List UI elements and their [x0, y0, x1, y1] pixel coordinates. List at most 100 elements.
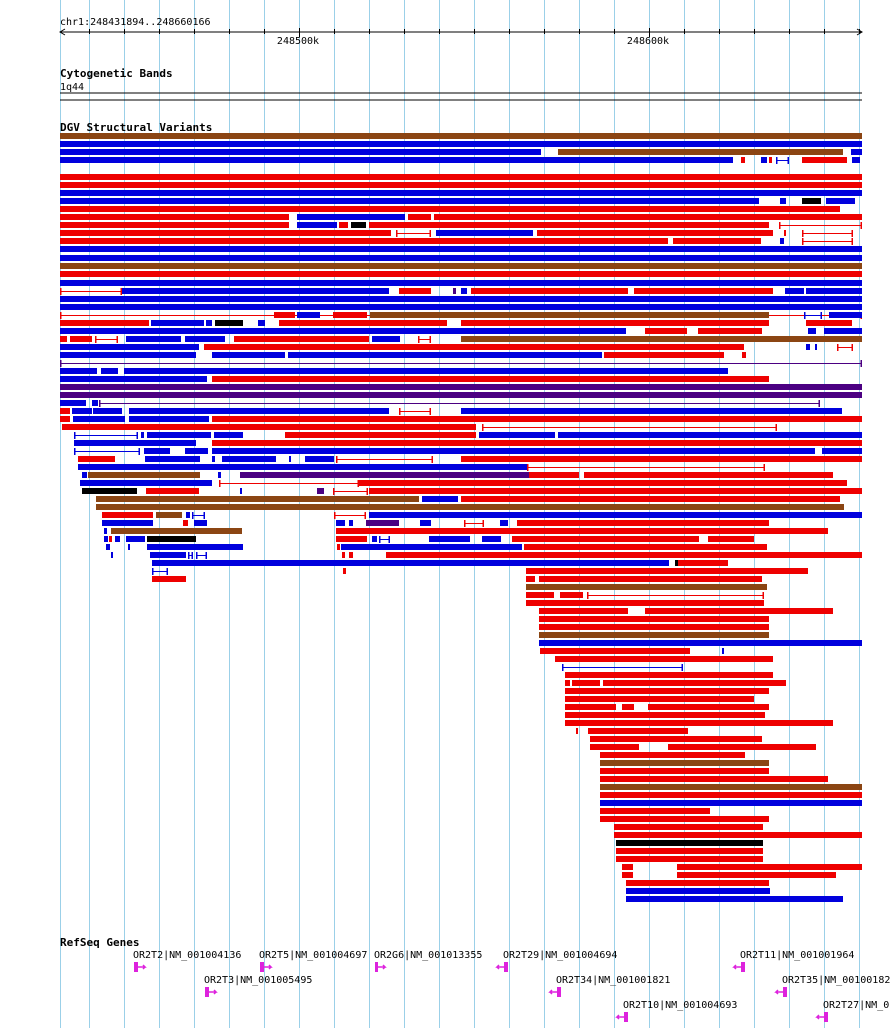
structural-variant[interactable]: [590, 744, 639, 750]
structural-variant[interactable]: [80, 480, 212, 486]
gene-or2t34[interactable]: OR2T34|NM_001001821: [548, 975, 670, 997]
structural-variant[interactable]: [558, 432, 862, 438]
variant-end-cap[interactable]: [203, 512, 206, 519]
structural-variant[interactable]: [600, 800, 862, 806]
structural-variant[interactable]: [115, 536, 120, 542]
structural-variant[interactable]: [815, 344, 817, 350]
structural-variant[interactable]: [60, 376, 207, 382]
structural-variant[interactable]: [471, 288, 628, 294]
structural-variant[interactable]: [289, 456, 291, 462]
structural-variant[interactable]: [60, 328, 626, 334]
structural-variant[interactable]: [461, 288, 467, 294]
structural-variant[interactable]: [339, 222, 348, 228]
gene-or2t27[interactable]: OR2T27|NM_0: [815, 1000, 889, 1022]
variant-end-cap[interactable]: [336, 456, 338, 463]
gene-glyph[interactable]: [375, 962, 378, 972]
gene-label[interactable]: OR2T11|NM_001001964: [740, 950, 854, 961]
structural-variant[interactable]: [537, 230, 773, 236]
structural-variant[interactable]: [126, 536, 145, 542]
structural-variant[interactable]: [96, 496, 419, 502]
structural-variant[interactable]: [372, 336, 400, 342]
structural-variant[interactable]: [780, 198, 786, 204]
variant-end-cap[interactable]: [188, 552, 190, 559]
structural-variant[interactable]: [529, 472, 579, 478]
structural-variant[interactable]: [349, 552, 353, 558]
structural-variant[interactable]: [677, 864, 862, 870]
structural-variant[interactable]: [539, 632, 769, 638]
structural-variant[interactable]: [102, 520, 153, 526]
structural-variant[interactable]: [240, 472, 529, 478]
structural-variant[interactable]: [88, 472, 200, 478]
structural-variant[interactable]: [806, 344, 810, 350]
variant-end-cap[interactable]: [60, 360, 62, 367]
structural-variant[interactable]: [185, 448, 208, 454]
structural-variant[interactable]: [558, 149, 843, 155]
structural-variant[interactable]: [600, 752, 745, 758]
structural-variant[interactable]: [600, 792, 862, 798]
structural-variant[interactable]: [461, 408, 842, 414]
structural-variant[interactable]: [106, 544, 110, 550]
structural-variant[interactable]: [60, 157, 733, 163]
structural-variant[interactable]: [214, 432, 243, 438]
structural-variant[interactable]: [60, 368, 97, 374]
structural-variant[interactable]: [204, 344, 744, 350]
structural-variant[interactable]: [461, 320, 769, 326]
structural-variant[interactable]: [526, 584, 767, 590]
structural-variant[interactable]: [645, 608, 833, 614]
variant-end-cap[interactable]: [482, 424, 484, 431]
structural-variant[interactable]: [60, 263, 862, 269]
structural-variant[interactable]: [369, 488, 862, 494]
structural-variant[interactable]: [144, 448, 170, 454]
structural-variant[interactable]: [604, 352, 724, 358]
structural-variant[interactable]: [600, 808, 710, 814]
gene-or2t3[interactable]: OR2T3|NM_001005495: [204, 975, 312, 997]
structural-variant[interactable]: [408, 214, 431, 220]
structural-variant[interactable]: [151, 320, 204, 326]
structural-variant[interactable]: [111, 528, 242, 534]
variant-end-cap[interactable]: [136, 432, 139, 439]
structural-variant[interactable]: [626, 896, 843, 902]
gene-or2t2[interactable]: OR2T2|NM_001004136: [133, 950, 241, 972]
gene-glyph[interactable]: [205, 987, 209, 997]
variant-end-cap[interactable]: [860, 360, 863, 367]
structural-variant[interactable]: [60, 214, 289, 220]
structural-variant[interactable]: [741, 157, 745, 163]
structural-variant[interactable]: [806, 288, 862, 294]
structural-variant[interactable]: [60, 320, 149, 326]
variant-end-cap[interactable]: [366, 488, 369, 495]
gene-label[interactable]: OR2T27|NM_0: [823, 1000, 889, 1011]
structural-variant[interactable]: [349, 520, 353, 526]
structural-variant[interactable]: [479, 432, 555, 438]
structural-variant[interactable]: [526, 592, 554, 598]
structural-variant[interactable]: [560, 592, 583, 598]
structural-variant[interactable]: [742, 352, 746, 358]
structural-variant[interactable]: [677, 872, 836, 878]
gene-label[interactable]: OR2T3|NM_001005495: [204, 975, 312, 986]
variant-end-cap[interactable]: [775, 424, 778, 431]
variant-end-cap[interactable]: [333, 488, 335, 495]
variant-end-cap[interactable]: [138, 448, 141, 455]
structural-variant[interactable]: [600, 760, 769, 766]
structural-variant[interactable]: [614, 832, 862, 838]
structural-variant[interactable]: [769, 157, 772, 163]
structural-variant[interactable]: [336, 528, 828, 534]
gene-label[interactable]: OR2G6|NM_001013355: [374, 950, 482, 961]
variant-end-cap[interactable]: [60, 288, 62, 295]
structural-variant[interactable]: [124, 368, 728, 374]
structural-variant[interactable]: [342, 552, 345, 558]
variant-end-cap[interactable]: [820, 312, 823, 319]
structural-variant[interactable]: [600, 816, 769, 822]
variant-end-cap[interactable]: [396, 230, 398, 237]
variant-end-cap[interactable]: [860, 222, 863, 229]
variant-end-cap[interactable]: [681, 664, 684, 671]
structural-variant[interactable]: [461, 336, 862, 342]
structural-variant[interactable]: [82, 472, 87, 478]
structural-variant[interactable]: [147, 544, 243, 550]
gene-glyph[interactable]: [624, 1012, 628, 1022]
structural-variant[interactable]: [60, 190, 862, 196]
structural-variant[interactable]: [109, 536, 112, 542]
variant-end-cap[interactable]: [116, 336, 119, 343]
structural-variant[interactable]: [212, 448, 815, 454]
structural-variant[interactable]: [156, 512, 182, 518]
structural-variant[interactable]: [526, 600, 764, 606]
